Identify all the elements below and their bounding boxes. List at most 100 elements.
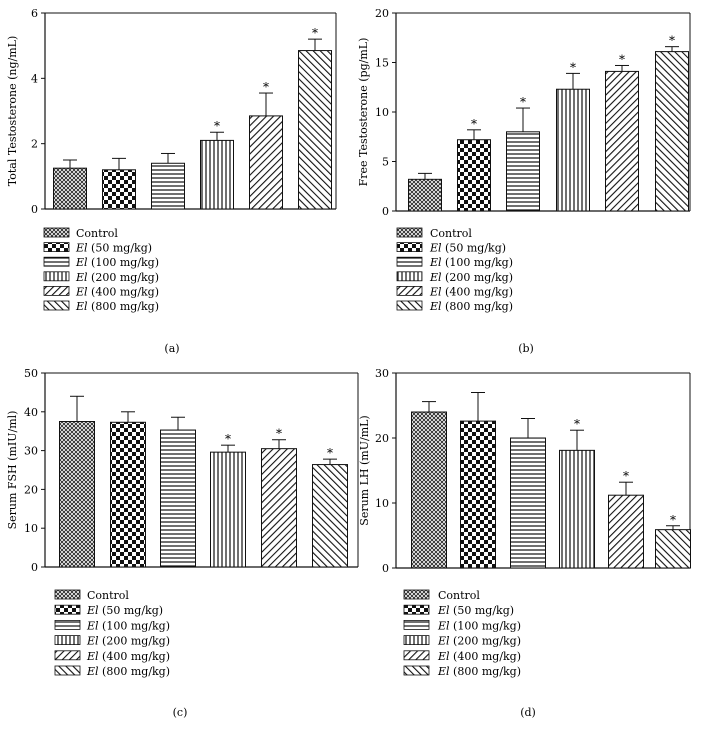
- y-tick-label: 0: [31, 203, 38, 216]
- y-tick-label: 5: [382, 156, 389, 169]
- y-tick-label: 30: [375, 367, 389, 380]
- bar: [411, 411, 447, 569]
- legend-label: El (400 mg/kg): [429, 285, 513, 298]
- legend-label-prefix: El: [86, 604, 99, 617]
- bar: [408, 178, 442, 212]
- legend-swatch: [43, 227, 70, 238]
- legend-label: El (50 mg/kg): [437, 604, 514, 617]
- legend-label: El (400 mg/kg): [437, 650, 521, 663]
- significance-marker: *: [623, 469, 629, 483]
- legend-label-dose: (200 mg/kg): [450, 635, 521, 648]
- y-tick-label: 4: [31, 72, 38, 85]
- y-tick-label: 50: [24, 367, 38, 380]
- y-axis-label: Serum FSH (mIU/ml): [6, 411, 19, 530]
- legend-label-control: Control: [87, 589, 129, 602]
- legend-swatch: [43, 242, 70, 253]
- bar: [210, 451, 246, 568]
- legend-label-prefix: El: [75, 271, 88, 284]
- legend-label: El (800 mg/kg): [75, 300, 159, 313]
- y-tick-label: 0: [31, 561, 38, 574]
- bar: [655, 51, 689, 212]
- legend-label: El (200 mg/kg): [75, 271, 159, 284]
- y-tick-label: 0: [382, 562, 389, 575]
- legend-label-dose: (400 mg/kg): [99, 650, 170, 663]
- legend-swatch: [54, 604, 81, 615]
- legend-label-dose: (50 mg/kg): [450, 604, 514, 617]
- bar: [249, 115, 283, 210]
- legend-swatch: [403, 604, 430, 615]
- legend-swatch: [396, 242, 423, 253]
- bar: [655, 529, 691, 569]
- legend-swatch: [54, 665, 81, 676]
- legend-label: El (800 mg/kg): [86, 665, 170, 678]
- legend-label-control: Control: [430, 227, 472, 240]
- legend-swatch: [403, 589, 430, 600]
- chart-panel-d: 0 10 20 30 Serum LH (mU/mL) * * * Control El (50 …: [358, 367, 691, 719]
- legend-label-dose: (50 mg/kg): [88, 242, 152, 255]
- panel-caption: (b): [518, 342, 534, 355]
- legend-label-dose: (100 mg/kg): [88, 256, 159, 269]
- legend-swatch: [43, 285, 70, 296]
- legend-swatch: [396, 300, 423, 311]
- legend-label-prefix: El: [86, 619, 99, 632]
- legend-swatch: [54, 589, 81, 600]
- legend-label-dose: (800 mg/kg): [442, 300, 513, 313]
- y-axis-label: Serum LH (mU/mL): [358, 415, 371, 525]
- panel-caption: (a): [164, 342, 179, 355]
- legend-swatch: [54, 650, 81, 661]
- legend-label-prefix: El: [86, 665, 99, 678]
- y-tick-label: 20: [375, 432, 389, 445]
- y-tick-label: 15: [375, 57, 389, 70]
- legend-label: El (400 mg/kg): [75, 285, 159, 298]
- chart-panel-a: 0 2 4 6 Total Testosterone (ng/mL) * * * Control…: [6, 7, 337, 355]
- legend-label-prefix: El: [437, 619, 450, 632]
- significance-marker: *: [276, 427, 282, 441]
- legend-swatch: [54, 620, 81, 630]
- bar: [506, 131, 540, 212]
- y-tick-label: 2: [31, 138, 38, 151]
- bar: [559, 449, 595, 569]
- significance-marker: *: [327, 446, 333, 460]
- significance-marker: *: [570, 60, 576, 74]
- legend-label-prefix: El: [429, 256, 442, 269]
- y-tick-label: 20: [24, 483, 38, 496]
- legend-label: El (50 mg/kg): [429, 242, 506, 255]
- legend-label: El (100 mg/kg): [75, 256, 159, 269]
- significance-marker: *: [619, 52, 625, 66]
- y-tick-label: 0: [382, 205, 389, 218]
- legend-label-dose: (200 mg/kg): [99, 635, 170, 648]
- legend-label-prefix: El: [437, 635, 450, 648]
- legend-label-prefix: El: [75, 285, 88, 298]
- legend-label: El (50 mg/kg): [86, 604, 163, 617]
- significance-marker: *: [669, 34, 675, 48]
- legend-label-prefix: El: [75, 300, 88, 313]
- legend-swatch: [396, 227, 423, 238]
- legend-label-prefix: El: [437, 604, 450, 617]
- legend-label: El (800 mg/kg): [437, 665, 521, 678]
- legend-label-dose: (100 mg/kg): [450, 619, 521, 632]
- legend-label-prefix: El: [75, 242, 88, 255]
- significance-marker: *: [214, 119, 220, 133]
- legend-label-dose: (200 mg/kg): [442, 271, 513, 284]
- bar: [59, 421, 95, 568]
- significance-marker: *: [471, 117, 477, 131]
- legend-label-prefix: El: [86, 650, 99, 663]
- chart-panel-c: 0 10 20 30 40 50 Serum FSH (mIU/ml) * * * Control E…: [6, 367, 359, 719]
- legend-label-prefix: El: [429, 285, 442, 298]
- legend-swatch: [403, 620, 430, 630]
- legend-label-dose: (800 mg/kg): [99, 665, 170, 678]
- legend-label-dose: (100 mg/kg): [99, 619, 170, 632]
- significance-marker: *: [574, 417, 580, 431]
- y-axis-label: Free Testosterone (pg/mL): [357, 38, 370, 187]
- y-tick-label: 10: [375, 106, 389, 119]
- legend-label-dose: (400 mg/kg): [442, 285, 513, 298]
- bar: [53, 167, 87, 210]
- bar: [312, 464, 348, 568]
- bar: [151, 162, 185, 210]
- legend-label-dose: (400 mg/kg): [450, 650, 521, 663]
- significance-marker: *: [263, 80, 269, 94]
- legend-label: El (50 mg/kg): [75, 242, 152, 255]
